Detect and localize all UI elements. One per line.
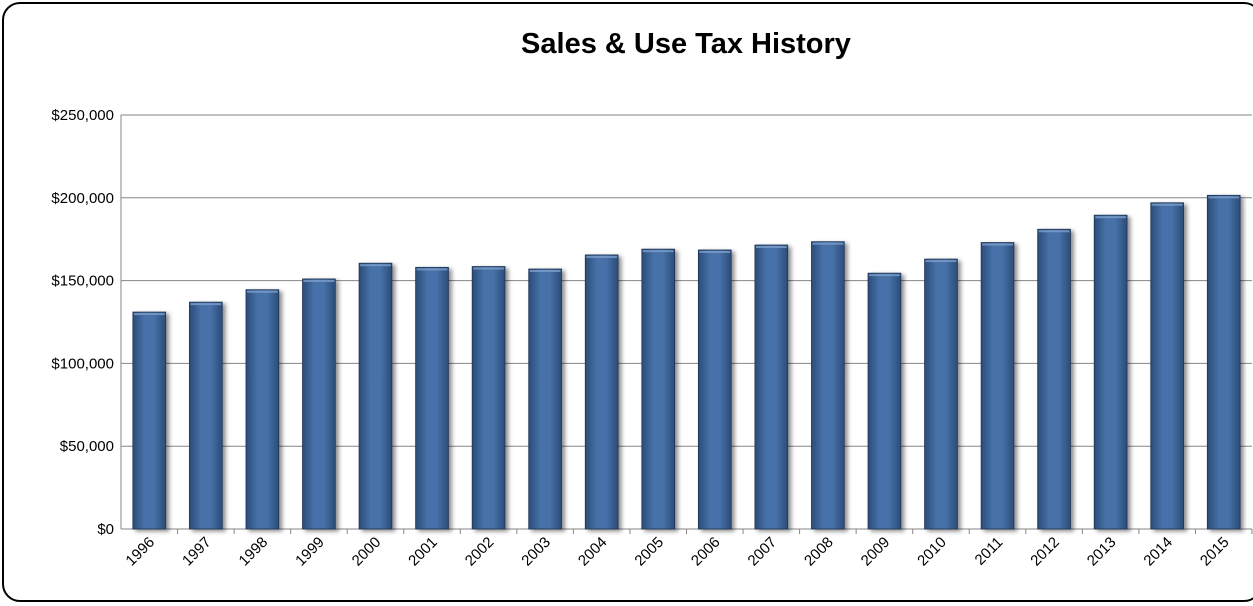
bar (528, 268, 562, 530)
bar (697, 249, 732, 530)
x-tick-label: 2003 (518, 534, 554, 570)
x-tick-label: 2009 (858, 534, 894, 570)
bar-2011 (980, 242, 1015, 530)
bar (132, 311, 167, 530)
bar (584, 254, 619, 530)
bar-highlight (586, 255, 618, 258)
y-tick-label: $50,000 (60, 438, 114, 455)
bar (1093, 214, 1128, 530)
bar (1150, 202, 1184, 530)
bar (641, 248, 676, 530)
bar-2005 (641, 248, 676, 530)
bar-2004 (584, 254, 619, 530)
x-tick-label: 2006 (688, 534, 724, 570)
x-tick-label: 2014 (1140, 534, 1176, 570)
bar-highlight (246, 290, 278, 293)
x-tick-label: 2010 (914, 534, 950, 570)
x-tick-label: 2008 (801, 534, 837, 570)
bar-2014 (1150, 202, 1184, 530)
x-tick-label: 2012 (1027, 534, 1063, 570)
bar (867, 272, 902, 530)
bar-highlight (303, 279, 335, 282)
y-tick-label: $150,000 (51, 273, 114, 290)
bar-2012 (1037, 228, 1071, 530)
bar-2013 (1093, 214, 1128, 530)
x-tick-label: 2002 (462, 534, 498, 570)
bar-highlight (699, 250, 731, 253)
bar-highlight (360, 264, 391, 267)
gridlines (121, 114, 1252, 447)
bar (754, 244, 789, 530)
bar-highlight (529, 270, 561, 273)
bars (132, 194, 1241, 530)
bar-highlight (1095, 216, 1127, 219)
bar-highlight (1038, 230, 1070, 233)
x-tick-label: 2011 (972, 534, 1007, 569)
bar-highlight (1208, 196, 1240, 199)
bar-2001 (415, 266, 449, 530)
x-axis-ticks: 1996 1997 1998 1999 2000 2001 2002 2003 2004 2005… (122, 534, 1232, 570)
x-tick-label: 2001 (405, 534, 441, 570)
bar (358, 262, 393, 530)
bar (245, 289, 280, 530)
bar-highlight (925, 260, 957, 263)
bar-2015 (1206, 194, 1241, 530)
bar-1997 (189, 301, 223, 530)
x-tick-label: 2013 (1084, 534, 1120, 570)
bar (189, 301, 223, 530)
x-tick-label: 2015 (1197, 534, 1233, 570)
bar-2009 (867, 272, 902, 530)
x-tick-label: 2007 (745, 534, 781, 570)
bar-2003 (528, 268, 562, 530)
bar-highlight (133, 313, 165, 316)
bar-highlight (416, 268, 448, 271)
y-tick-label: $100,000 (51, 355, 114, 372)
bar-2006 (697, 249, 732, 530)
bar (924, 258, 958, 530)
y-tick-label: $200,000 (51, 190, 114, 207)
bar-2010 (924, 258, 958, 530)
bar-highlight (869, 274, 900, 277)
x-tick-label: 1997 (179, 534, 215, 570)
bar-highlight (1151, 203, 1183, 206)
bar-highlight (190, 303, 222, 306)
x-tick-label: 1998 (236, 534, 272, 570)
bar-2008 (811, 241, 845, 530)
bar (415, 266, 449, 530)
bar (811, 241, 845, 530)
y-tick-label: $250,000 (51, 107, 114, 124)
bar (471, 266, 506, 530)
x-tick-label: 2000 (349, 534, 385, 570)
bar (302, 278, 336, 530)
bar (1206, 194, 1241, 530)
bar (1037, 228, 1071, 530)
bar-highlight (755, 246, 787, 248)
chart-title: Sales & Use Tax History (521, 28, 851, 60)
bar-2000 (358, 262, 393, 530)
bar-2007 (754, 244, 789, 530)
y-axis-ticks: $0 $50,000 $100,000 $150,000 $200,000 $250,00… (51, 107, 114, 538)
axes (120, 115, 1253, 534)
bar-highlight (982, 243, 1013, 246)
bar-1996 (132, 311, 167, 530)
y-tick-label: $0 (97, 521, 114, 538)
x-tick-label: 1999 (292, 534, 328, 570)
bar-2002 (471, 266, 506, 530)
bar-1998 (245, 289, 280, 530)
x-tick-label: 1996 (122, 534, 158, 570)
bar-1999 (302, 278, 336, 530)
bar-highlight (473, 267, 504, 270)
x-tick-label: 2005 (631, 534, 667, 570)
bar-highlight (812, 242, 844, 245)
x-tick-label: 2004 (575, 534, 611, 570)
bar-highlight (642, 250, 674, 253)
bar (980, 242, 1015, 530)
